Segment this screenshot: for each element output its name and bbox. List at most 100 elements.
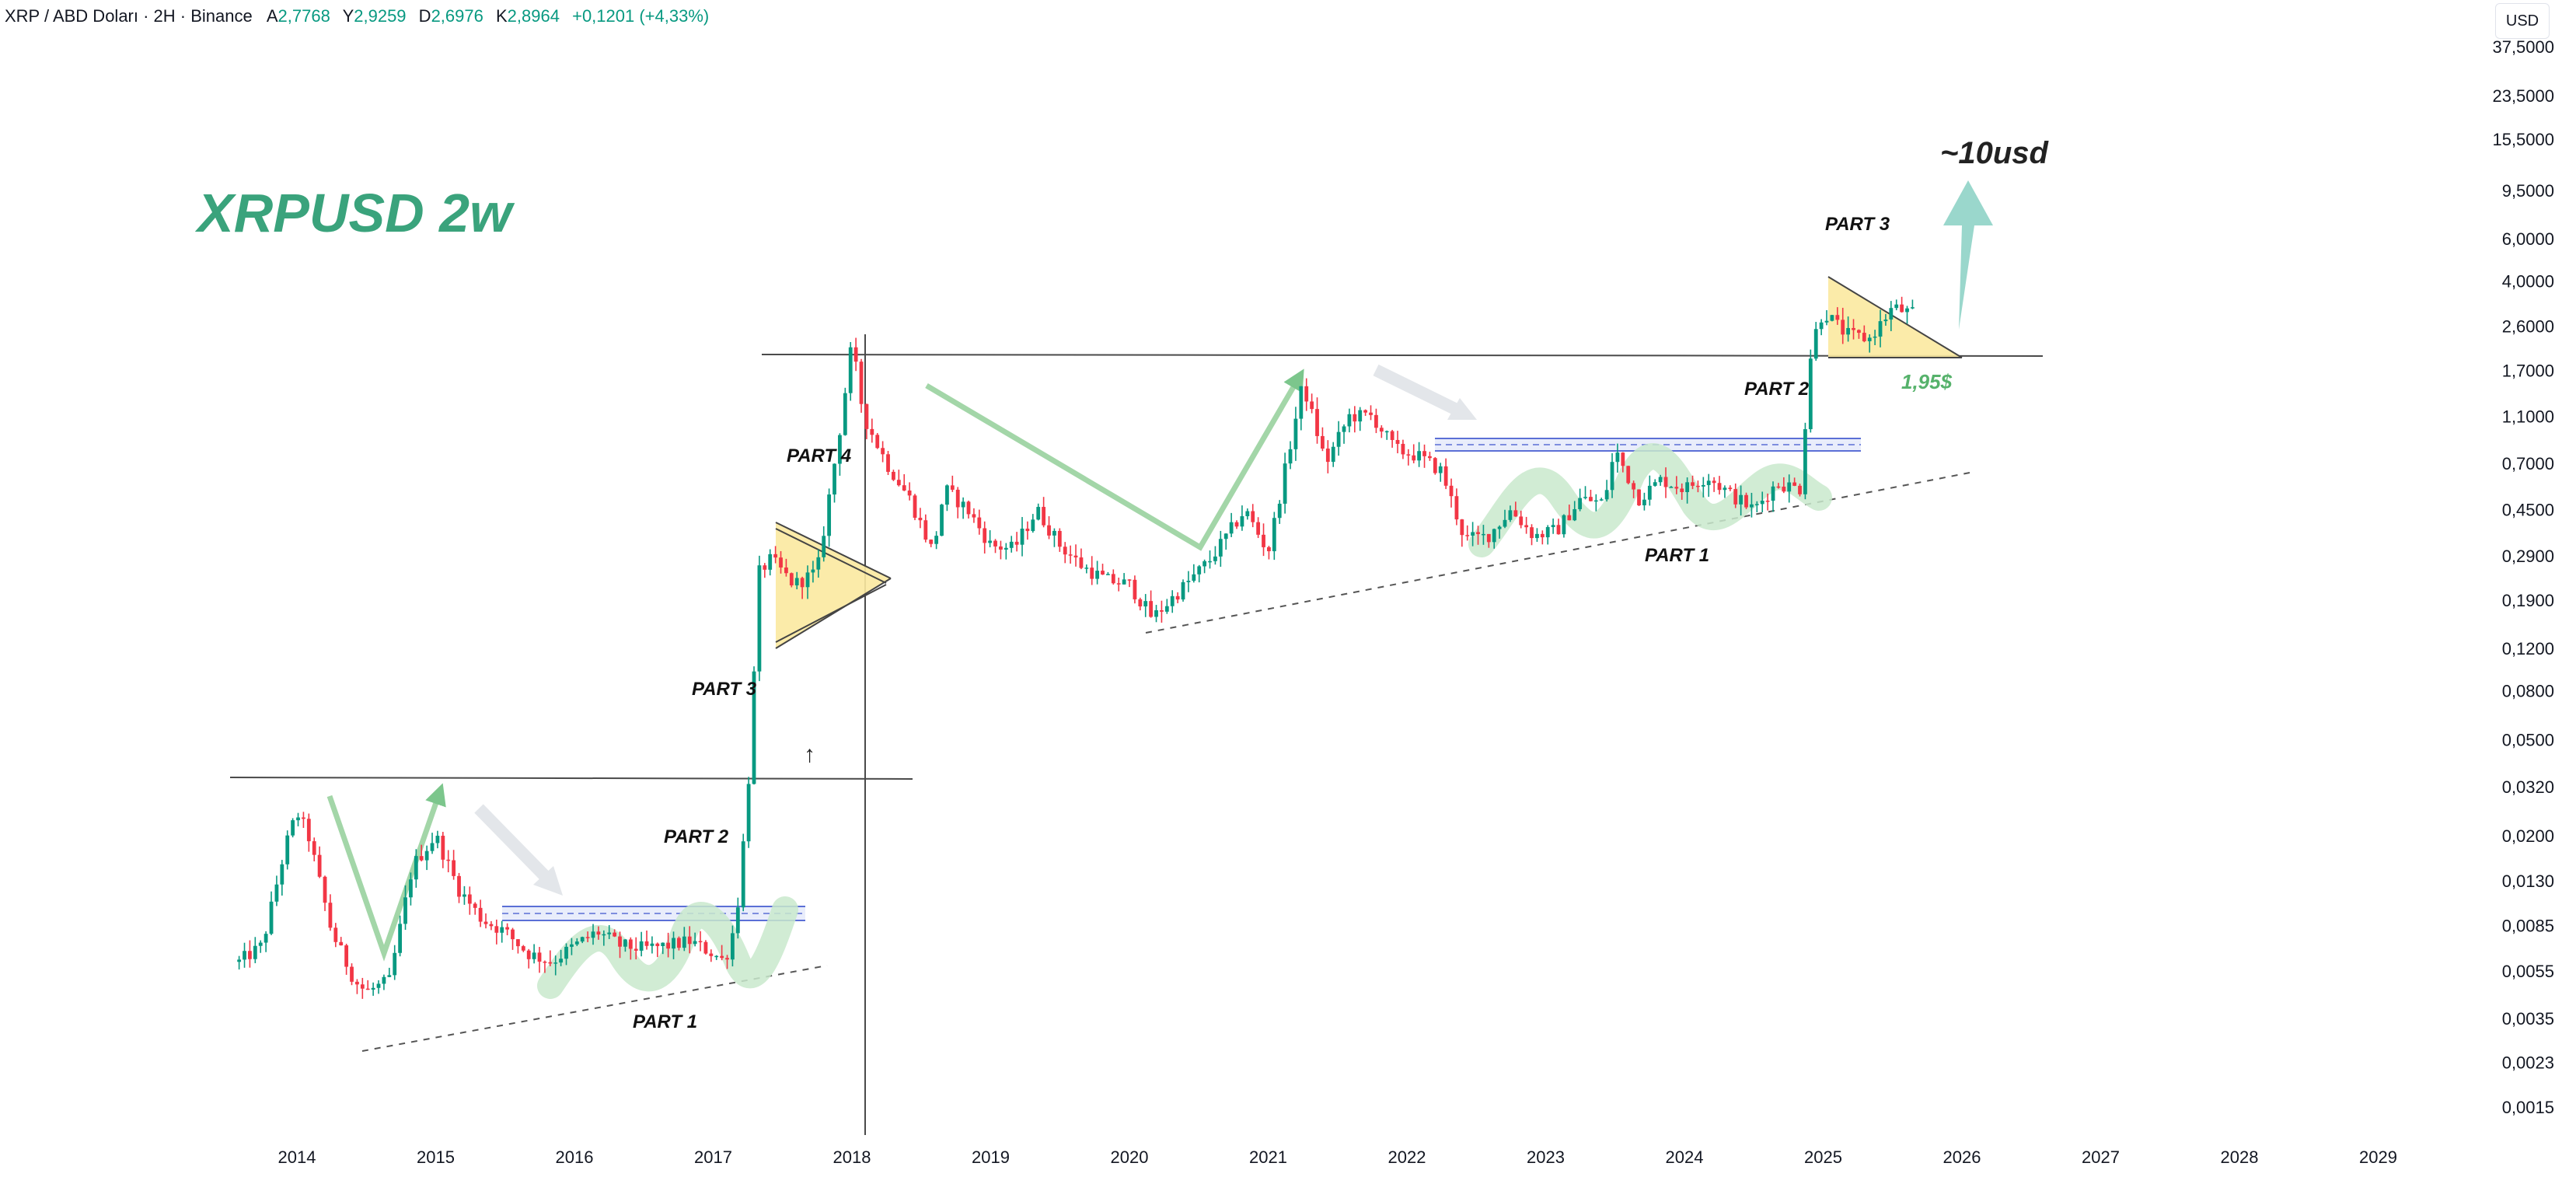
candle-body	[1593, 500, 1598, 502]
candle	[983, 521, 987, 554]
candle	[1867, 334, 1872, 353]
candle-body	[993, 540, 997, 547]
candle	[1154, 605, 1158, 623]
candle-body	[1883, 320, 1888, 322]
symbol-name[interactable]: XRP / ABD Doları · 2H · Binance	[5, 6, 253, 26]
candle-body	[1122, 579, 1126, 585]
candle	[1460, 519, 1464, 547]
candle	[1101, 564, 1105, 575]
candle	[1519, 510, 1524, 529]
candle-body	[945, 485, 949, 505]
candle-body	[1476, 532, 1480, 534]
candle-body	[714, 955, 719, 958]
candle-body	[1025, 528, 1030, 532]
candle-body	[1798, 485, 1802, 494]
candle	[1031, 514, 1035, 533]
candle-body	[1852, 327, 1855, 330]
target-arrow-icon	[1943, 180, 1993, 330]
candle	[1771, 481, 1775, 512]
candle	[1706, 473, 1711, 498]
candle-body	[264, 934, 268, 943]
time-tick-label: 2028	[2221, 1147, 2259, 1167]
candle	[1020, 517, 1024, 557]
candle-body	[661, 942, 665, 946]
candle-body	[1696, 485, 1700, 487]
candle-body	[409, 879, 413, 898]
candle	[1696, 480, 1700, 493]
candle-body	[1760, 501, 1764, 505]
candle	[1545, 525, 1550, 545]
candle-body	[918, 517, 923, 521]
candle-body	[371, 987, 375, 990]
candle	[355, 979, 359, 994]
candle-body	[312, 841, 316, 855]
candle-body	[1680, 488, 1684, 492]
candle-body	[1728, 487, 1733, 490]
candle-body	[1073, 555, 1078, 558]
candle	[1175, 592, 1180, 603]
candle-body	[1524, 525, 1529, 528]
candle	[639, 931, 644, 957]
candle-body	[859, 361, 864, 404]
high-value: 2,9259	[354, 6, 407, 26]
candle-body	[1449, 485, 1454, 497]
candle	[1754, 501, 1759, 512]
candle	[1186, 571, 1191, 592]
candle-body	[1878, 321, 1883, 337]
candle	[703, 940, 708, 955]
candle-body	[763, 565, 767, 570]
candle-body	[1599, 499, 1604, 501]
candle-body	[811, 569, 815, 573]
candle-body	[360, 984, 365, 989]
candle-body	[827, 494, 832, 536]
candle	[1057, 528, 1062, 552]
candle-body	[1004, 547, 1008, 550]
currency-button[interactable]: USD	[2495, 3, 2550, 39]
candle	[709, 949, 714, 962]
candle	[1551, 518, 1555, 534]
candle	[1615, 443, 1620, 473]
candle	[1363, 409, 1368, 416]
candle-body	[784, 567, 788, 574]
candle	[961, 497, 965, 519]
candle-body	[1841, 320, 1845, 335]
candle-body	[1202, 561, 1207, 567]
candle-body	[602, 934, 606, 936]
change-value: +0,1201 (+4,33%)	[572, 6, 710, 26]
candle-body	[489, 924, 494, 927]
candle-body	[1905, 308, 1909, 313]
candle	[296, 812, 300, 826]
candle-body	[328, 903, 333, 928]
candle-body	[1712, 480, 1716, 484]
candle-body	[441, 836, 445, 860]
candle	[1728, 485, 1733, 491]
candle-body	[1513, 510, 1518, 517]
candle-body	[564, 946, 568, 959]
cycle2-part3-label: PART 3	[1825, 214, 1890, 235]
candle	[1229, 512, 1234, 537]
cycle1-part3-label: PART 3	[692, 679, 757, 700]
candle	[1889, 301, 1894, 331]
candle	[1240, 505, 1244, 531]
candle-body	[248, 951, 252, 959]
candle-body	[1020, 528, 1024, 545]
candle	[452, 850, 456, 880]
candle-body	[339, 941, 344, 946]
wave-highlight-2022	[1468, 443, 1832, 557]
price-tick-label: 0,0800	[2502, 681, 2554, 700]
trendline-2020	[1145, 472, 1970, 634]
candle	[763, 563, 767, 578]
candle-body	[1765, 501, 1770, 502]
candle-body	[655, 943, 660, 946]
candle-body	[1321, 435, 1325, 449]
candle	[1079, 548, 1084, 570]
candle	[1663, 467, 1668, 498]
candle-body	[1508, 510, 1513, 520]
candle-body	[961, 501, 965, 508]
candle-body	[1422, 451, 1426, 456]
candle-body	[559, 959, 564, 963]
candle	[1852, 319, 1855, 340]
candle-body	[1347, 414, 1352, 427]
candle-body	[1262, 534, 1265, 547]
